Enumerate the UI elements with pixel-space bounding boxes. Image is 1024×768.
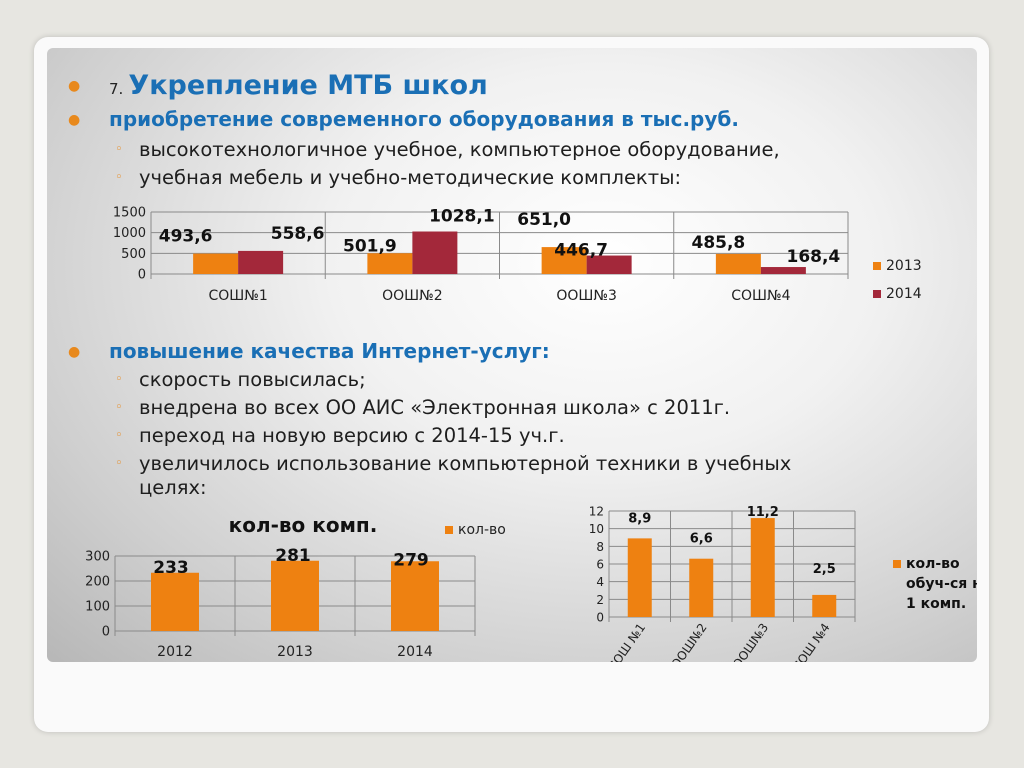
- y-tick-label: 0: [138, 268, 146, 283]
- sub-bullet-icon: ◦: [115, 170, 123, 185]
- heading-number: 7.: [109, 80, 124, 98]
- legend-label: обуч-ся на: [906, 576, 977, 592]
- data-label: 651,0: [517, 210, 571, 230]
- sub-bullet-icon: ◦: [115, 428, 123, 443]
- sub-bullet-icon: ◦: [115, 400, 123, 415]
- data-label: 6,6: [690, 532, 713, 547]
- bar-ООШ№2-кол-во обуч-ся на 1 комп.: [689, 558, 714, 617]
- bar-2012-кол-во: [151, 572, 199, 631]
- slide: ● 7. Укрепление МТБ школ ● приобретение …: [47, 48, 977, 662]
- section1-title: приобретение современного оборудования в…: [109, 107, 739, 131]
- data-label: 501,9: [343, 236, 397, 256]
- bar-СОШ№4-2014: [760, 267, 806, 274]
- bar-2014-кол-во: [391, 561, 439, 631]
- legend-swatch: [445, 526, 453, 534]
- y-tick-label: 0: [102, 625, 110, 640]
- legend-label: 1 комп.: [906, 596, 966, 612]
- bar-СОШ№4-2013: [715, 253, 761, 274]
- bar-2013-кол-во: [271, 560, 319, 631]
- data-label: 168,4: [786, 247, 840, 267]
- data-label: 493,6: [159, 227, 213, 247]
- data-label: 2,5: [813, 562, 836, 577]
- legend-label: 2013: [886, 258, 922, 274]
- section1-item-2: учебная мебель и учебно-методические ком…: [139, 166, 682, 189]
- data-label: 233: [153, 558, 189, 578]
- bar-СОШ №4-кол-во обуч-ся на 1 комп.: [812, 594, 837, 617]
- section2-item-4: увеличилось использование компьютерной т…: [139, 452, 792, 475]
- y-tick-label: 200: [85, 575, 110, 590]
- y-tick-label: 1000: [113, 226, 146, 241]
- y-tick-label: 2: [596, 593, 604, 607]
- x-tick-label: 2012: [157, 644, 193, 660]
- x-tick-label: ООШ№2: [382, 288, 442, 304]
- legend-swatch: [873, 262, 881, 270]
- y-tick-label: 12: [589, 505, 604, 519]
- bullet-icon: ●: [68, 344, 81, 360]
- sub-bullet-icon: ◦: [115, 142, 123, 157]
- section2-item-3: переход на новую версию с 2014-15 уч.г.: [139, 424, 565, 447]
- x-tick-label: СОШ№4: [731, 288, 790, 304]
- data-label: 1028,1: [429, 207, 495, 227]
- bar-ООШ№2-2014: [412, 231, 458, 274]
- x-tick-label: 2014: [397, 644, 433, 660]
- bar-СОШ№1-2013: [193, 253, 239, 274]
- data-label: 11,2: [747, 505, 779, 520]
- bar-ООШ№3-2014: [586, 255, 632, 274]
- data-label: 279: [393, 550, 429, 570]
- y-tick-label: 300: [85, 550, 110, 565]
- x-tick-label: СОШ №1: [605, 621, 648, 662]
- y-tick-label: 100: [85, 600, 110, 615]
- data-label: 558,6: [271, 224, 325, 244]
- bar-СОШ№1-2014: [238, 250, 284, 274]
- chart-title: кол-во комп.: [229, 513, 378, 537]
- data-label: 485,8: [691, 233, 745, 253]
- legend-swatch: [893, 560, 901, 568]
- x-tick-label: ООШ№3: [730, 621, 771, 662]
- x-tick-label: ООШ№2: [669, 621, 710, 662]
- bar-ООШ№3-кол-во обуч-ся на 1 комп.: [750, 518, 775, 617]
- legend-label: кол-во: [458, 522, 506, 538]
- y-tick-label: 0: [596, 611, 604, 625]
- bar-ООШ№3-2013: [541, 247, 587, 274]
- students-per-computer-chart: 0 2 4 6 8 10 12 8,9 6,6 11,2 2,5 СОШ №1 ООШ№2 ООШ№3 СО…: [589, 505, 977, 663]
- sub-bullet-icon: ◦: [115, 456, 123, 471]
- section2-title: повышение качества Интернет-услуг:: [109, 339, 550, 363]
- data-label: 446,7: [554, 241, 608, 261]
- data-label: 8,9: [628, 511, 651, 526]
- heading-title: Укрепление МТБ школ: [128, 70, 488, 101]
- bullet-icon: ●: [68, 78, 81, 94]
- equipment-chart: 0 500 1000 1500 493,6 501,9 651,0 485,8 558,6 102…: [113, 206, 922, 305]
- section2-item-2: внедрена во всех ОО АИС «Электронная шко…: [139, 396, 731, 419]
- bar-СОШ №1-кол-во обуч-ся на 1 комп.: [627, 538, 652, 617]
- bullet-icon: ●: [68, 112, 81, 128]
- section1-item-1: высокотехнологичное учебное, компьютерно…: [139, 138, 780, 161]
- data-label: 281: [275, 546, 311, 566]
- section2-item-4-cont: целях:: [139, 476, 207, 499]
- section2-item-1: скорость повысилась;: [139, 368, 366, 391]
- y-tick-label: 6: [596, 558, 604, 572]
- sub-bullet-icon: ◦: [115, 372, 123, 387]
- bar-ООШ№2-2013: [367, 253, 413, 274]
- slide-heading: 7. Укрепление МТБ школ: [109, 70, 488, 101]
- x-tick-label: ООШ№3: [556, 288, 616, 304]
- y-tick-label: 1500: [113, 206, 146, 221]
- y-tick-label: 8: [596, 540, 604, 554]
- y-tick-label: 4: [596, 575, 604, 589]
- y-tick-label: 500: [121, 247, 146, 262]
- legend-label: 2014: [886, 286, 922, 302]
- x-tick-label: СОШ №4: [790, 621, 833, 662]
- computers-chart: 0 100 200 300 233 281 279 2012 2013 2014 кол-во ко…: [85, 513, 506, 660]
- y-tick-label: 10: [589, 522, 604, 536]
- x-tick-label: 2013: [277, 644, 313, 660]
- legend-label: кол-во: [906, 556, 960, 572]
- x-tick-label: СОШ№1: [209, 288, 268, 304]
- legend-swatch: [873, 290, 881, 298]
